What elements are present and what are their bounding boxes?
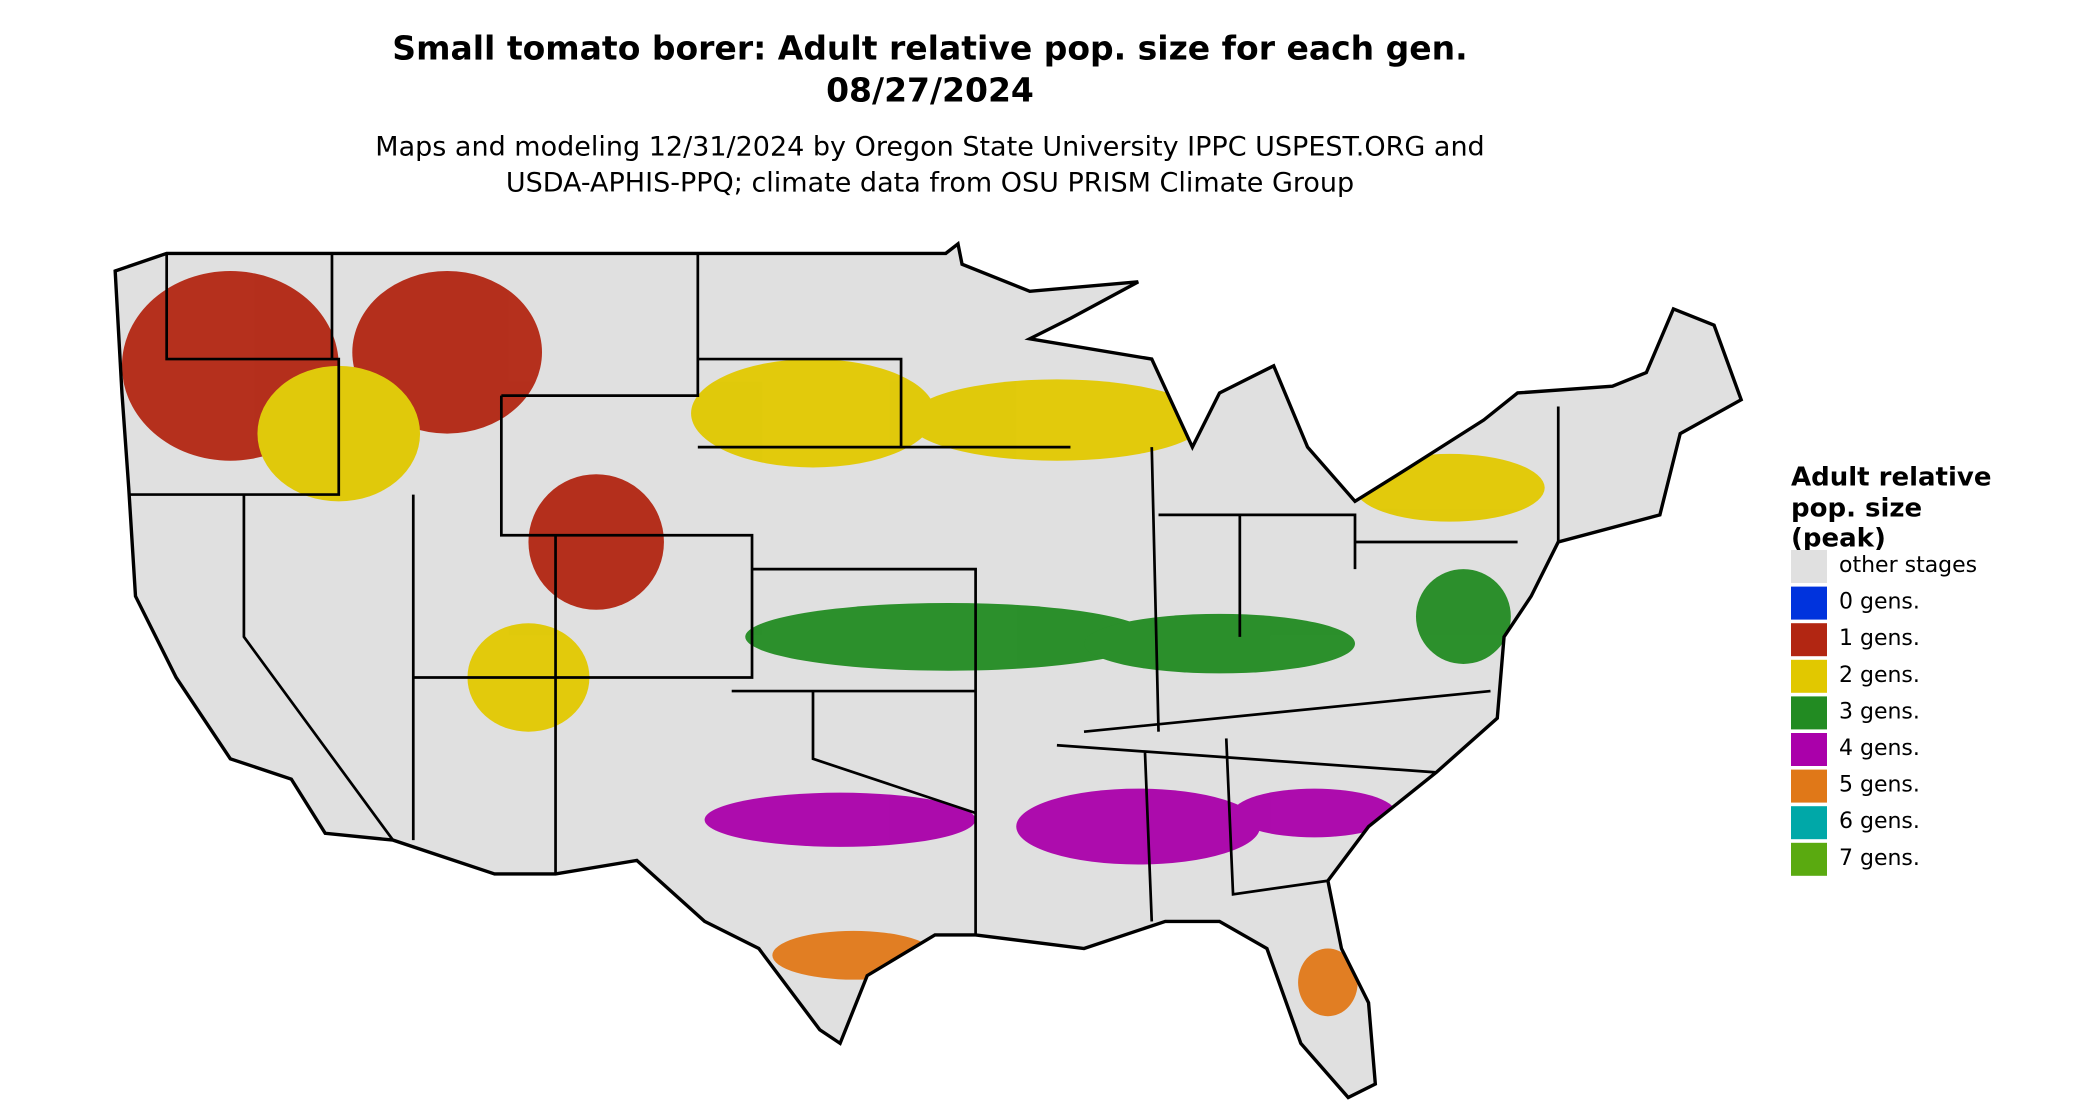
legend-title: (peak) <box>1791 524 1886 554</box>
us-map <box>113 242 1743 1100</box>
map-subtitle: Maps and modeling 12/31/2024 by Oregon S… <box>375 132 1484 163</box>
state-line <box>697 357 1071 935</box>
state-line <box>1056 447 1491 922</box>
legend-title: pop. size <box>1791 494 1922 524</box>
zone-3 <box>745 602 1152 671</box>
legend-label: 1 gens. <box>1839 626 1920 651</box>
legend-label: 2 gens. <box>1839 663 1920 688</box>
state-line <box>242 494 977 874</box>
zone-2 <box>1355 453 1545 522</box>
map-title: Small tomato borer: Adult relative pop. … <box>392 29 1467 68</box>
zone-3 <box>1084 613 1355 674</box>
map-date: 08/27/2024 <box>826 71 1034 110</box>
state-line <box>1158 406 1560 637</box>
zone-4 <box>1233 788 1396 838</box>
legend-label: 7 gens. <box>1839 846 1920 871</box>
zone-5 <box>1298 948 1358 1017</box>
legend-label: 6 gens. <box>1839 809 1920 834</box>
zone-2 <box>691 359 935 468</box>
state-line <box>128 253 341 496</box>
zone-1 <box>528 474 664 610</box>
legend-swatch <box>1791 550 1827 583</box>
legend-label: other stages <box>1839 553 1977 578</box>
legend-swatch <box>1791 696 1827 730</box>
legend-label: 3 gens. <box>1839 699 1920 724</box>
legend-swatch <box>1791 842 1827 876</box>
legend-label: 5 gens. <box>1839 773 1920 798</box>
legend-title: Adult relative <box>1791 463 1991 493</box>
legend-label: 0 gens. <box>1839 590 1920 615</box>
zone-4 <box>1016 788 1261 865</box>
map-subtitle: USDA-APHIS-PPQ; climate data from OSU PR… <box>506 168 1354 199</box>
zone-2 <box>907 379 1206 461</box>
state-lines <box>128 253 1560 935</box>
legend-swatch <box>1791 586 1827 620</box>
zone-5 <box>772 930 935 980</box>
legend-swatch <box>1791 806 1827 840</box>
legend-swatch <box>1791 733 1827 766</box>
zone-4 <box>704 792 976 847</box>
legend-label: 4 gens. <box>1839 736 1920 761</box>
legend: other stages 0 gens. 1 gens. 2 gens. 3 gens.… <box>1791 550 1977 876</box>
legend-swatch <box>1791 659 1827 693</box>
legend-swatch <box>1791 623 1827 657</box>
zone-3 <box>1415 569 1511 664</box>
state-line <box>330 253 754 679</box>
legend-swatch <box>1791 769 1827 803</box>
